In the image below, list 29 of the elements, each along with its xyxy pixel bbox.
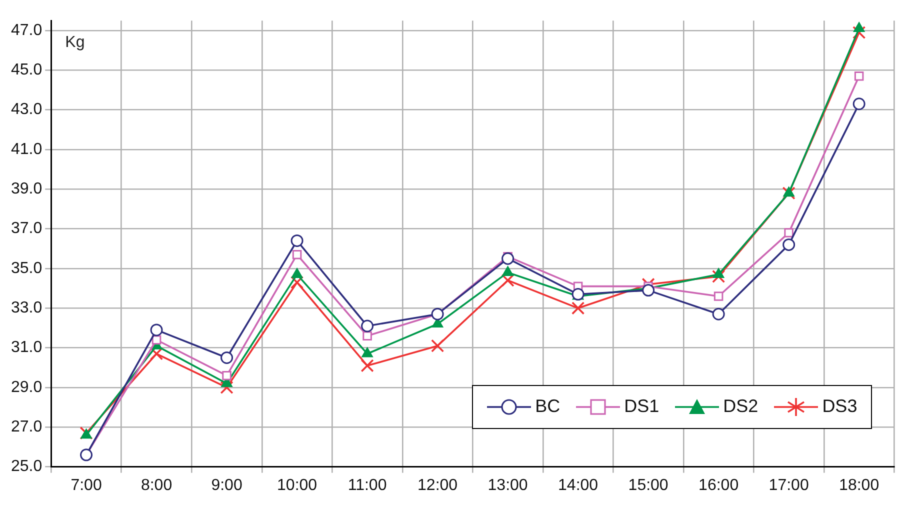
legend-label: DS2 bbox=[723, 396, 758, 418]
x-tick-label: 17:00 bbox=[768, 476, 809, 494]
y-tick-label: 25.0 bbox=[11, 458, 42, 476]
x-tick-label: 12:00 bbox=[418, 476, 458, 494]
y-tick-label: 43.0 bbox=[11, 101, 42, 118]
y-tick-label: 29.0 bbox=[11, 378, 42, 396]
y-tick-label: 35.0 bbox=[11, 260, 42, 277]
x-tick-label: 8:00 bbox=[140, 476, 172, 494]
y-tick-label: 33.0 bbox=[11, 300, 42, 317]
y-axis-title: Kg bbox=[65, 34, 85, 52]
legend-label: DS3 bbox=[822, 396, 858, 418]
legend-label: DS1 bbox=[624, 396, 660, 418]
x-tick-label: 14:00 bbox=[558, 476, 598, 494]
x-tick-label: 18:00 bbox=[839, 476, 880, 494]
x-tick-label: 16:00 bbox=[698, 476, 739, 494]
y-tick-label: 27.0 bbox=[11, 418, 42, 436]
y-tick-label: 41.0 bbox=[11, 140, 42, 158]
x-tick-label: 11:00 bbox=[348, 476, 387, 494]
x-tick-label: 10:00 bbox=[277, 476, 318, 494]
y-tick-label: 31.0 bbox=[11, 339, 42, 356]
y-tick-label: 37.0 bbox=[11, 220, 42, 238]
y-tick-label: 45.0 bbox=[11, 62, 42, 79]
x-tick-label: 7:00 bbox=[70, 476, 102, 494]
y-tick-label: 39.0 bbox=[11, 180, 42, 198]
legend-label: BC bbox=[535, 396, 560, 418]
x-tick-label: 9:00 bbox=[211, 476, 242, 494]
x-tick-label: 13:00 bbox=[488, 476, 528, 494]
y-tick-label: 47.0 bbox=[11, 22, 42, 39]
x-tick-label: 15:00 bbox=[628, 476, 668, 494]
